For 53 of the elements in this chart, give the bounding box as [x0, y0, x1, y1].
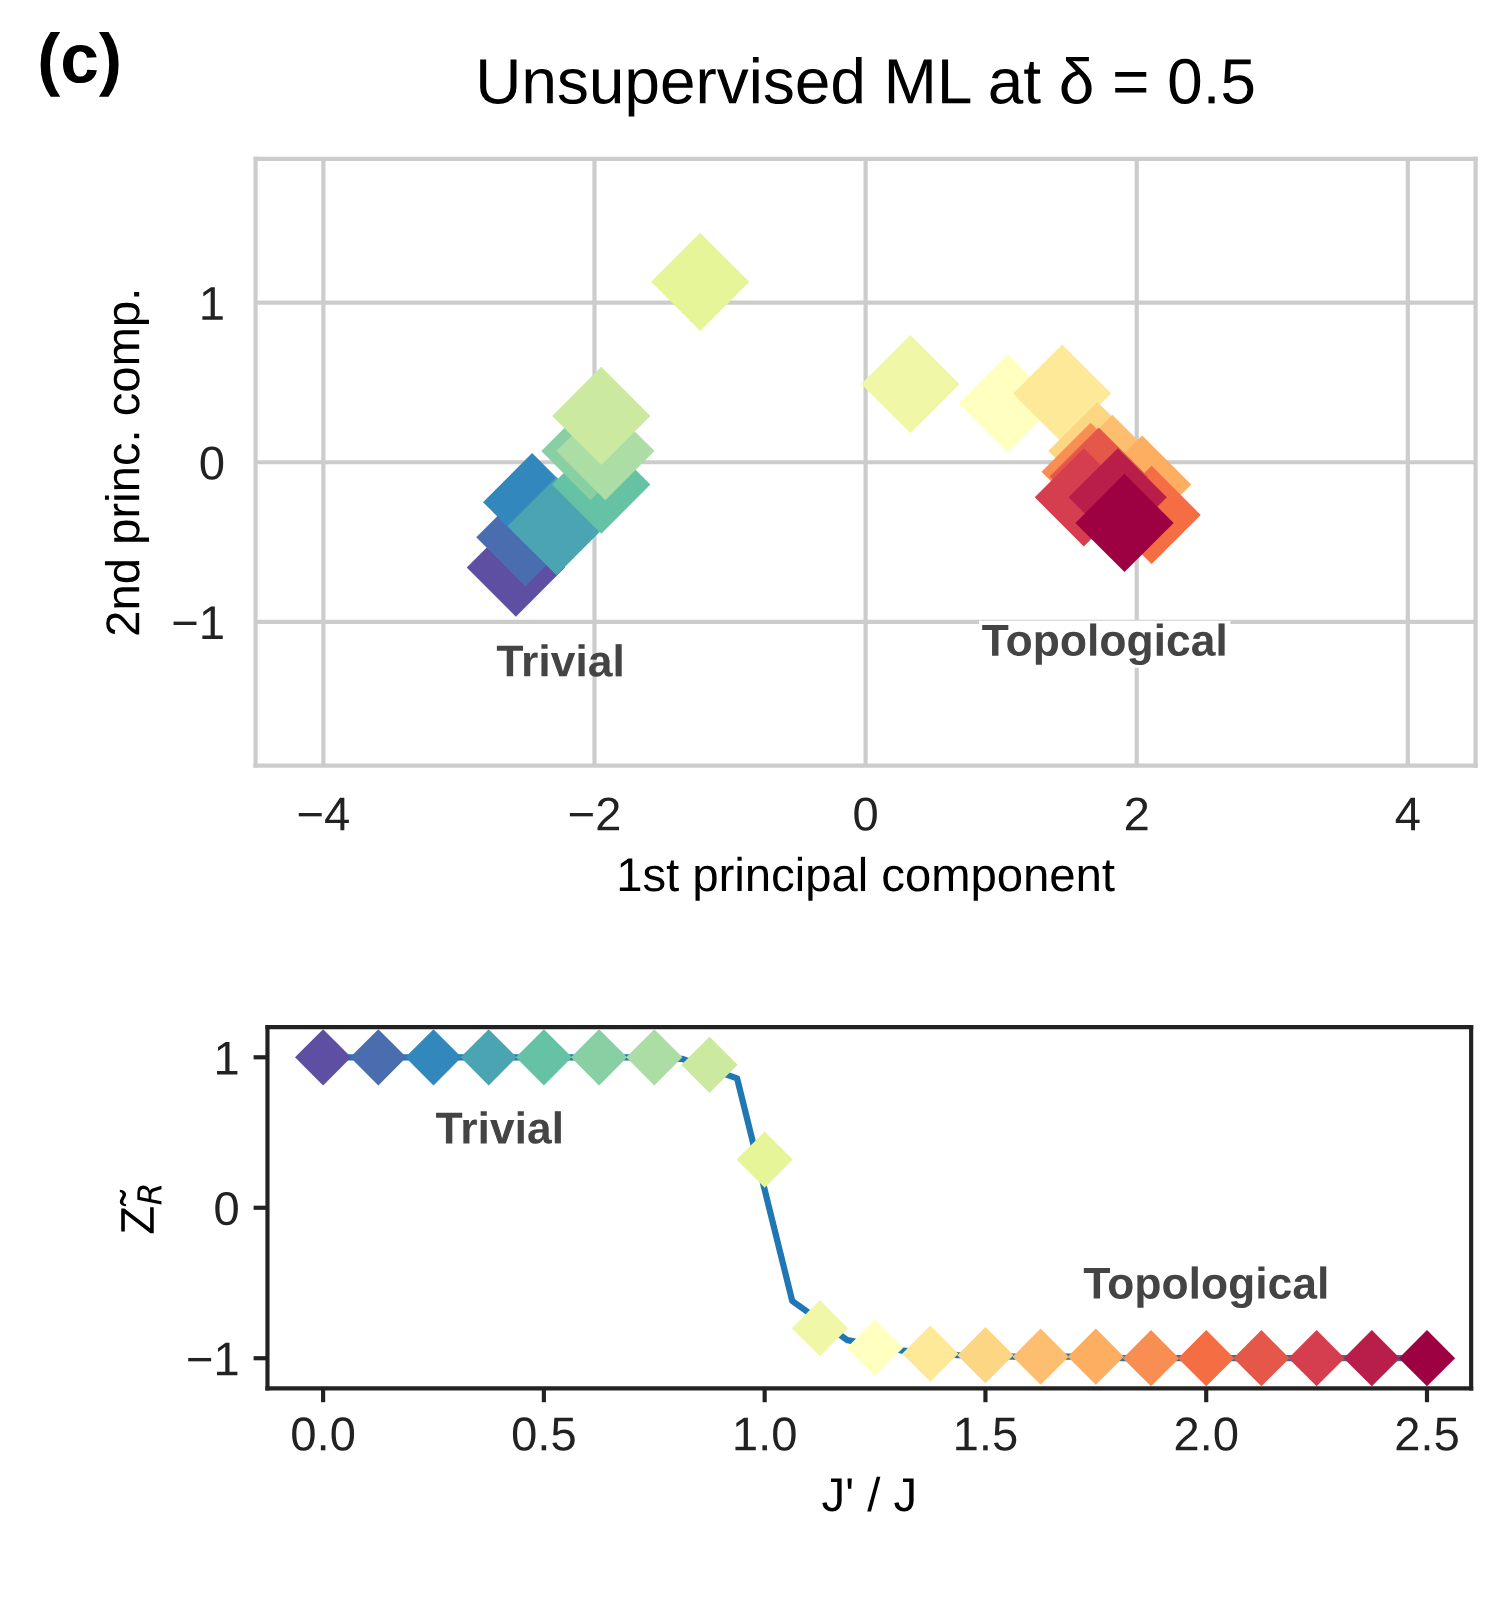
y-tick-label: 0 — [200, 446, 224, 480]
point — [460, 1029, 517, 1086]
x-tick-label: 2.0 — [1175, 1417, 1238, 1451]
point — [846, 1319, 904, 1376]
point — [570, 1029, 628, 1086]
point — [1067, 1328, 1124, 1385]
point — [957, 1327, 1014, 1384]
x-tick-label: 1.5 — [956, 1417, 1017, 1451]
point — [1288, 1330, 1345, 1387]
chart-title: Unsupervised ML at δ = 0.5 — [480, 57, 1254, 117]
annotation: Trivial — [496, 644, 622, 677]
point — [350, 1029, 407, 1086]
point — [861, 334, 960, 434]
x-tick-label: 2.5 — [1396, 1417, 1458, 1451]
point — [626, 1029, 683, 1086]
x-tick-label: 0.5 — [512, 1417, 575, 1451]
point — [791, 1300, 848, 1357]
point — [515, 1029, 573, 1086]
point — [1075, 473, 1174, 573]
point — [902, 1325, 959, 1382]
point — [1122, 1330, 1180, 1387]
x-tick-label: 1.0 — [735, 1417, 796, 1451]
point — [1233, 1330, 1290, 1387]
x-tick-label: 2 — [1125, 797, 1148, 831]
point — [405, 1029, 462, 1086]
x-axis-title: J' / J — [822, 1476, 914, 1512]
point — [294, 1029, 352, 1086]
annotation: Topological — [1083, 1266, 1327, 1309]
point — [552, 366, 651, 466]
y-tick-label: −1 — [188, 1342, 238, 1376]
y-tick-label: 0 — [215, 1191, 238, 1226]
point — [681, 1036, 738, 1093]
annotation: Topological — [982, 623, 1225, 666]
point — [651, 232, 750, 331]
y-axis-title: Z̃$_{R}$ — [119, 1185, 162, 1234]
y-tick-label: 1 — [202, 287, 223, 320]
y-axis-title: 2nd princ. comp. — [104, 291, 149, 635]
point — [736, 1131, 793, 1188]
x-axis-title: 1st principal component — [619, 856, 1115, 901]
point — [1013, 344, 1112, 443]
point — [1343, 1330, 1400, 1387]
x-tick-label: 0 — [854, 797, 877, 831]
x-tick-label: −4 — [298, 797, 349, 831]
y-tick-label: 1 — [217, 1041, 238, 1075]
point — [1178, 1330, 1235, 1387]
x-tick-label: 0.0 — [292, 1417, 355, 1451]
text: (c) — [40, 32, 119, 97]
annotation: Trivial — [436, 1111, 561, 1144]
point — [1398, 1330, 1456, 1387]
point — [1012, 1328, 1069, 1385]
x-tick-label: 4 — [1395, 797, 1420, 831]
x-tick-label: −2 — [569, 797, 620, 831]
y-tick-label: −1 — [173, 606, 223, 640]
